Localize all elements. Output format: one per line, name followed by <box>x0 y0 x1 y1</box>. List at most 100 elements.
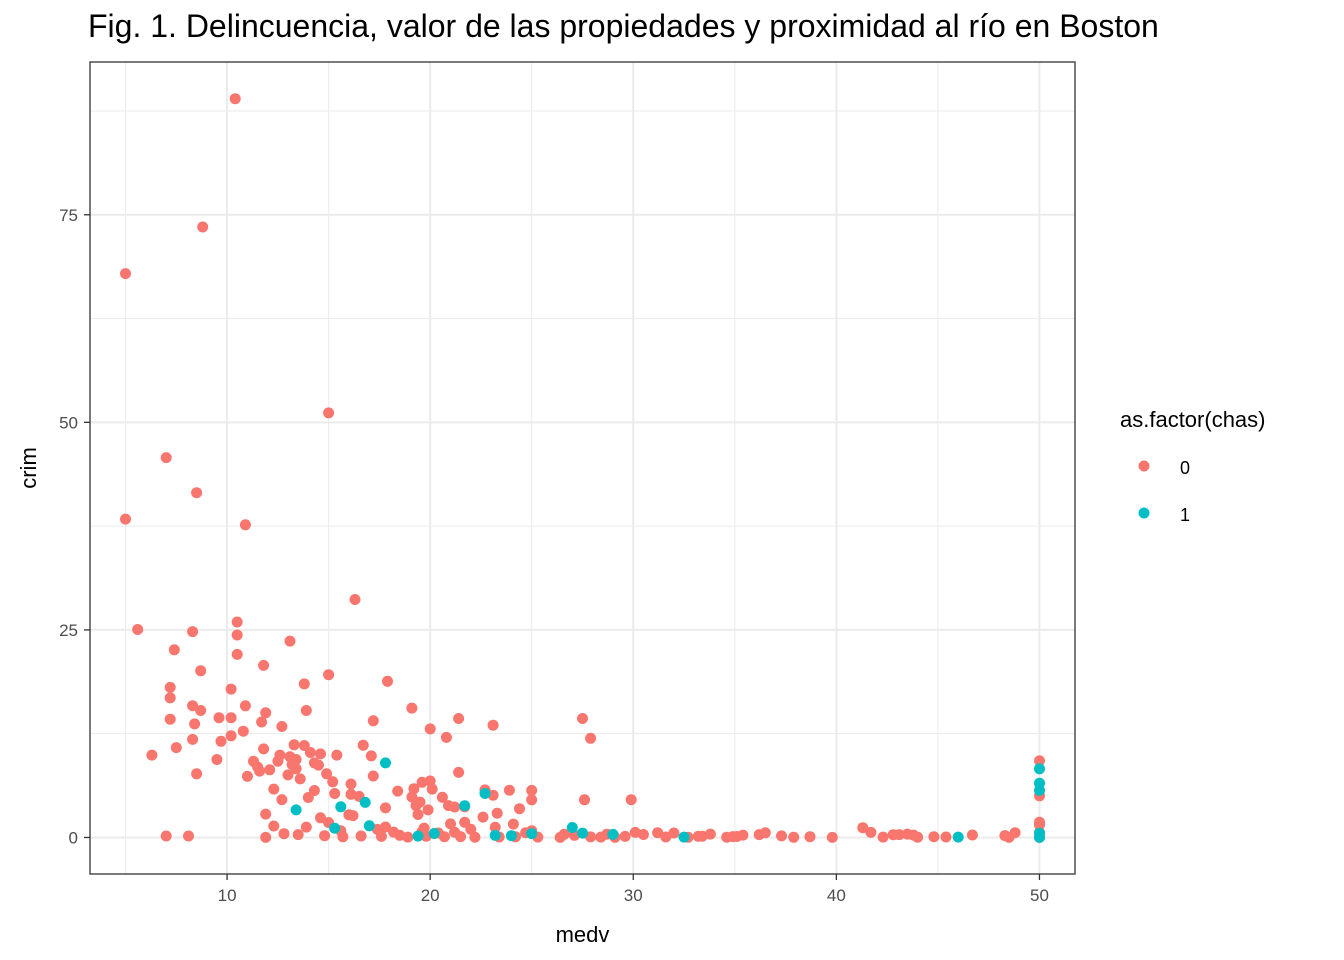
data-point-chas-1 <box>678 831 690 843</box>
data-point-chas-0 <box>380 802 391 814</box>
data-point-chas-0 <box>928 831 940 843</box>
data-point-chas-0 <box>365 750 377 762</box>
data-point-chas-0 <box>426 783 438 795</box>
data-point-chas-0 <box>503 784 515 796</box>
data-point-chas-1 <box>1034 784 1045 796</box>
data-point-chas-0 <box>268 820 280 832</box>
data-point-chas-0 <box>132 624 144 635</box>
data-point-chas-0 <box>453 766 465 778</box>
data-point-chas-0 <box>585 732 597 744</box>
x-tick-label: 50 <box>1030 886 1049 905</box>
data-point-chas-0 <box>438 831 450 843</box>
data-point-chas-1 <box>363 820 375 832</box>
data-point-chas-0 <box>300 705 312 716</box>
data-point-chas-0 <box>211 754 223 765</box>
data-point-chas-0 <box>514 803 525 815</box>
data-point-chas-0 <box>315 812 326 824</box>
data-point-chas-0 <box>877 831 889 843</box>
data-point-chas-0 <box>408 783 420 795</box>
y-tick-label: 25 <box>59 621 78 640</box>
data-point-chas-0 <box>120 513 131 525</box>
plot-border <box>89 61 1076 875</box>
data-point-chas-0 <box>887 829 899 841</box>
data-point-chas-0 <box>392 785 404 797</box>
data-point-chas-0 <box>489 821 501 833</box>
data-point-chas-0 <box>731 831 743 842</box>
data-point-chas-0 <box>197 221 209 233</box>
data-point-chas-0 <box>231 648 243 660</box>
data-point-chas-1 <box>505 830 517 842</box>
data-point-chas-0 <box>416 776 428 788</box>
data-point-chas-0 <box>278 828 290 840</box>
data-point-chas-0 <box>347 810 359 822</box>
data-point-chas-0 <box>625 794 637 806</box>
data-point-chas-0 <box>477 811 489 823</box>
data-point-chas-0 <box>290 763 302 775</box>
data-point-chas-0 <box>160 452 172 464</box>
data-point-chas-0 <box>406 791 418 803</box>
data-point-chas-1 <box>380 757 391 769</box>
data-point-chas-0 <box>120 268 131 280</box>
data-point-chas-1 <box>489 829 501 841</box>
data-point-chas-0 <box>256 716 268 728</box>
data-point-chas-1 <box>335 801 347 813</box>
data-point-chas-0 <box>349 594 361 605</box>
data-point-chas-0 <box>319 830 331 842</box>
data-point-chas-0 <box>292 829 304 841</box>
data-point-chas-0 <box>453 713 465 724</box>
data-point-chas-0 <box>260 707 272 719</box>
data-point-chas-0 <box>507 818 519 830</box>
data-point-chas-0 <box>579 794 590 806</box>
data-point-chas-0 <box>229 93 241 105</box>
data-point-chas-1 <box>459 800 471 812</box>
data-point-chas-0 <box>258 659 270 671</box>
data-point-chas-0 <box>857 822 869 834</box>
data-point-chas-0 <box>276 794 288 806</box>
data-point-chas-0 <box>282 769 294 781</box>
data-point-chas-0 <box>826 831 838 843</box>
x-axis-title: medv <box>556 922 610 947</box>
data-point-chas-1 <box>329 822 341 834</box>
data-point-chas-0 <box>241 770 253 782</box>
data-point-chas-0 <box>424 723 436 735</box>
data-point-chas-0 <box>1034 755 1045 767</box>
y-tick-label: 0 <box>69 828 78 847</box>
data-point-chas-0 <box>321 768 333 780</box>
data-point-chas-0 <box>577 713 588 724</box>
data-point-chas-0 <box>331 749 343 761</box>
data-point-chas-1 <box>607 828 619 840</box>
legend-label-0: 0 <box>1180 458 1190 478</box>
data-point-chas-0 <box>1003 831 1015 843</box>
data-point-chas-0 <box>168 644 180 656</box>
x-tick-label: 10 <box>218 886 237 905</box>
data-point-chas-0 <box>189 718 201 730</box>
legend-key-0 <box>1138 460 1150 472</box>
x-tick-label: 20 <box>421 886 440 905</box>
data-point-chas-0 <box>231 616 243 628</box>
data-point-chas-0 <box>491 807 503 819</box>
chart-title: Fig. 1. Delincuencia, valor de las propi… <box>88 8 1159 44</box>
data-point-chas-1 <box>952 831 964 843</box>
data-point-chas-1 <box>566 822 578 833</box>
data-point-chas-0 <box>410 800 422 812</box>
data-point-chas-0 <box>268 783 280 795</box>
data-point-chas-0 <box>357 739 369 751</box>
data-point-chas-0 <box>382 675 393 687</box>
data-point-chas-0 <box>908 829 919 841</box>
data-point-chas-0 <box>239 519 251 531</box>
data-point-chas-0 <box>315 748 326 760</box>
data-point-chas-1 <box>1034 831 1045 843</box>
data-point-chas-0 <box>225 730 237 742</box>
data-point-chas-0 <box>704 828 716 840</box>
data-point-chas-0 <box>865 826 877 838</box>
data-point-chas-0 <box>526 784 538 796</box>
data-point-chas-0 <box>445 818 456 830</box>
data-point-chas-0 <box>187 733 199 745</box>
y-tick-label: 50 <box>59 413 78 432</box>
data-point-chas-0 <box>294 773 306 785</box>
legend-label-1: 1 <box>1180 505 1190 525</box>
data-point-chas-0 <box>239 700 251 712</box>
data-point-chas-0 <box>637 829 649 840</box>
data-point-chas-0 <box>302 792 314 803</box>
data-point-chas-0 <box>660 831 672 843</box>
